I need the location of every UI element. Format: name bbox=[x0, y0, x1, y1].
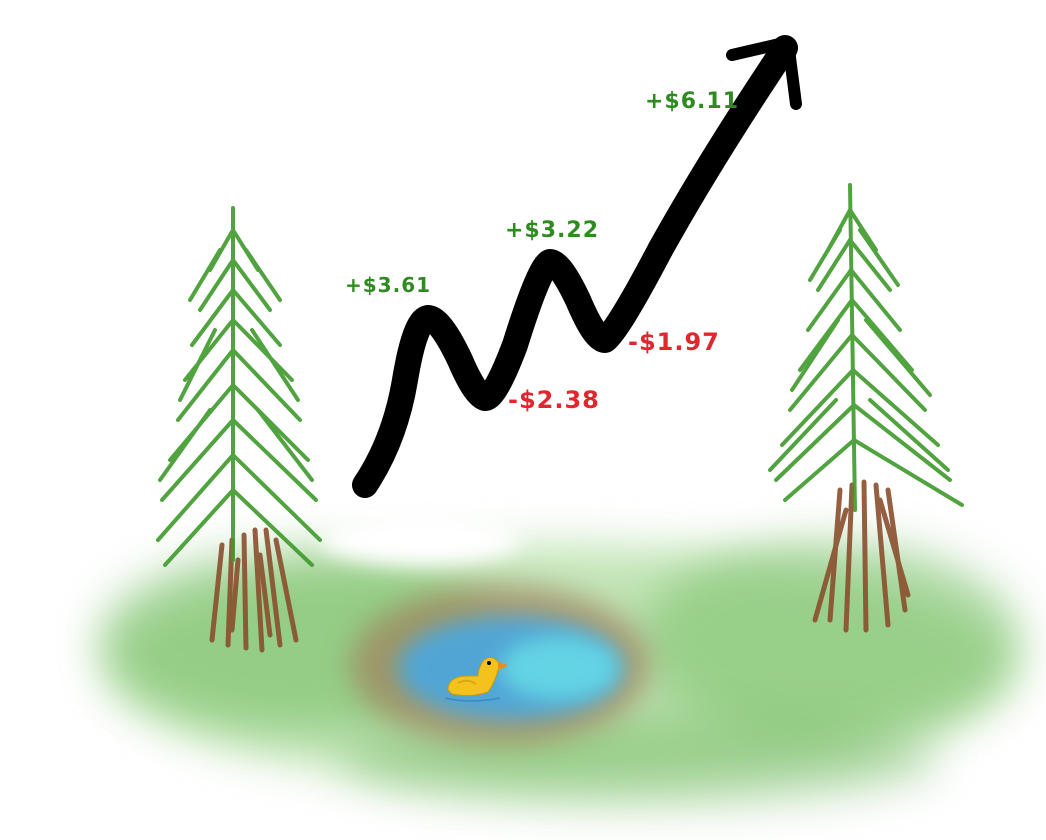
gain-label-2: +$3.22 bbox=[505, 218, 599, 243]
left-pine-tree-icon bbox=[156, 206, 322, 653]
right-pine-tree-icon bbox=[768, 183, 964, 633]
loss-label-2: -$1.97 bbox=[628, 328, 720, 356]
gain-label-1: +$3.61 bbox=[345, 273, 431, 297]
duck-icon bbox=[444, 656, 508, 702]
up-arrow-icon bbox=[352, 35, 802, 498]
loss-label-1: -$2.38 bbox=[508, 386, 600, 414]
gain-label-3: +$6.11 bbox=[645, 89, 739, 114]
